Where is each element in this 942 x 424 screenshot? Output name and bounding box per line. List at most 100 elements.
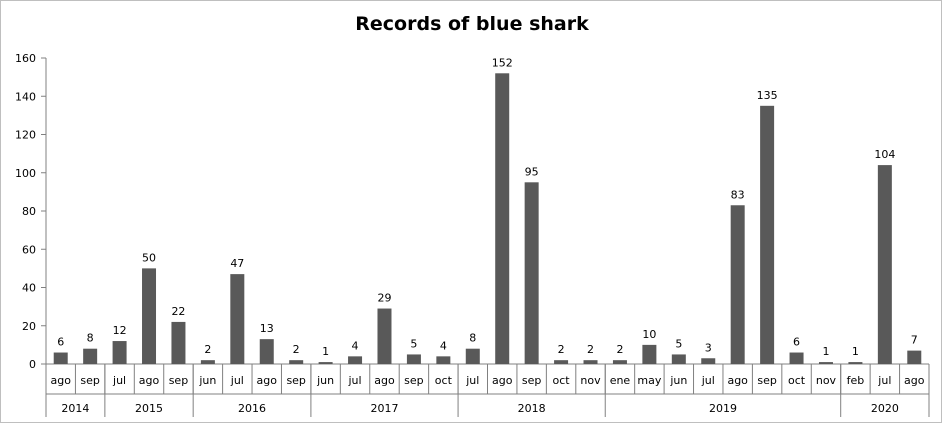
y-tick-label: 160 bbox=[15, 52, 36, 65]
x-tick-label: ago bbox=[139, 374, 160, 387]
data-label: 29 bbox=[377, 292, 391, 305]
data-label: 47 bbox=[230, 257, 244, 270]
bar bbox=[583, 360, 598, 364]
x-tick-label: ago bbox=[727, 374, 748, 387]
bar bbox=[730, 205, 745, 364]
data-label: 2 bbox=[204, 343, 211, 356]
bar bbox=[877, 165, 892, 364]
data-label: 4 bbox=[440, 339, 447, 352]
x-tick-label: jun bbox=[198, 374, 216, 387]
x-tick-label: sep bbox=[757, 374, 776, 387]
data-label: 2 bbox=[293, 343, 300, 356]
x-tick-label: ago bbox=[492, 374, 513, 387]
data-label: 5 bbox=[410, 337, 417, 350]
data-label: 95 bbox=[525, 165, 539, 178]
x-tick-label: jul bbox=[230, 374, 244, 387]
data-label: 2 bbox=[558, 343, 565, 356]
x-tick-label: jun bbox=[669, 374, 687, 387]
data-label: 13 bbox=[260, 322, 274, 335]
bar bbox=[200, 360, 215, 364]
x-tick-label: jul bbox=[877, 374, 891, 387]
bar bbox=[318, 362, 333, 364]
y-tick-label: 20 bbox=[22, 320, 36, 333]
data-label: 22 bbox=[171, 305, 185, 318]
bar bbox=[230, 274, 245, 364]
bar bbox=[465, 348, 480, 364]
x-group-label: 2015 bbox=[135, 402, 163, 415]
bar bbox=[495, 73, 510, 365]
x-group-label: 2016 bbox=[238, 402, 266, 415]
bar bbox=[907, 350, 922, 364]
chart-title: Records of blue shark bbox=[355, 13, 589, 35]
x-tick-label: ene bbox=[610, 374, 631, 387]
bar bbox=[524, 182, 539, 364]
bar bbox=[171, 321, 186, 364]
data-label: 1 bbox=[852, 345, 859, 358]
bar bbox=[642, 344, 657, 364]
y-tick-label: 140 bbox=[15, 90, 36, 103]
y-tick-label: 40 bbox=[22, 282, 36, 295]
data-label: 135 bbox=[757, 89, 778, 102]
y-tick-label: 100 bbox=[15, 167, 36, 180]
x-tick-label: jul bbox=[348, 374, 362, 387]
bar bbox=[848, 362, 863, 364]
bar bbox=[671, 354, 686, 364]
x-tick-label: oct bbox=[788, 374, 806, 387]
x-group-label: 2018 bbox=[518, 402, 546, 415]
x-tick-label: sep bbox=[522, 374, 541, 387]
x-tick-label: oct bbox=[435, 374, 453, 387]
y-tick-label: 60 bbox=[22, 243, 36, 256]
bar bbox=[818, 362, 833, 364]
data-label: 1 bbox=[822, 345, 829, 358]
bar bbox=[789, 352, 804, 364]
bar bbox=[289, 360, 304, 364]
data-label: 104 bbox=[874, 148, 895, 161]
data-label: 8 bbox=[87, 332, 94, 345]
x-tick-label: sep bbox=[286, 374, 305, 387]
x-tick-label: jul bbox=[701, 374, 715, 387]
x-tick-label: ago bbox=[257, 374, 278, 387]
x-tick-label: nov bbox=[580, 374, 601, 387]
data-label: 83 bbox=[731, 188, 745, 201]
data-label: 4 bbox=[352, 339, 359, 352]
x-tick-label: jun bbox=[316, 374, 334, 387]
bar bbox=[83, 348, 98, 364]
bar bbox=[53, 352, 68, 364]
x-group-label: 2019 bbox=[709, 402, 737, 415]
bar bbox=[348, 356, 363, 364]
data-label: 12 bbox=[113, 324, 127, 337]
x-group-label: 2017 bbox=[370, 402, 398, 415]
x-group-label: 2020 bbox=[871, 402, 899, 415]
data-label: 7 bbox=[911, 334, 918, 347]
y-tick-label: 120 bbox=[15, 129, 36, 142]
bar bbox=[377, 308, 392, 364]
data-label: 6 bbox=[57, 336, 64, 349]
data-label: 5 bbox=[675, 337, 682, 350]
bar bbox=[112, 341, 127, 364]
bar bbox=[406, 354, 421, 364]
x-tick-label: ago bbox=[904, 374, 925, 387]
data-label: 1 bbox=[322, 345, 329, 358]
data-label: 2 bbox=[587, 343, 594, 356]
y-tick-label: 0 bbox=[29, 358, 36, 371]
bar bbox=[436, 356, 451, 364]
bar bbox=[760, 105, 775, 364]
x-tick-label: jul bbox=[112, 374, 126, 387]
data-label: 10 bbox=[642, 328, 656, 341]
x-group-label: 2014 bbox=[61, 402, 89, 415]
x-tick-label: ago bbox=[50, 374, 71, 387]
data-label: 8 bbox=[469, 332, 476, 345]
bar bbox=[554, 360, 569, 364]
x-tick-label: feb bbox=[847, 374, 865, 387]
x-tick-label: sep bbox=[169, 374, 188, 387]
data-label: 3 bbox=[705, 341, 712, 354]
x-tick-label: sep bbox=[80, 374, 99, 387]
x-tick-label: oct bbox=[553, 374, 571, 387]
x-tick-label: sep bbox=[404, 374, 423, 387]
x-tick-label: nov bbox=[816, 374, 837, 387]
bar bbox=[612, 360, 627, 364]
data-label: 2 bbox=[616, 343, 623, 356]
data-label: 50 bbox=[142, 251, 156, 264]
